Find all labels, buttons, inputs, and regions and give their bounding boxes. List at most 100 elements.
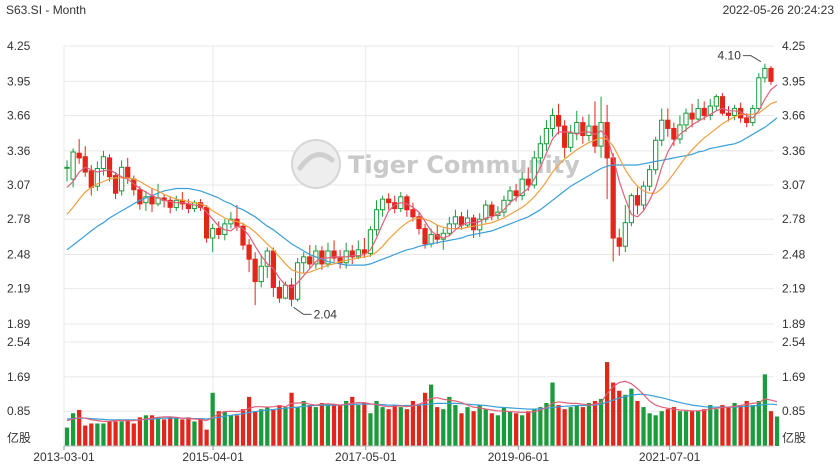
candle	[604, 104, 610, 200]
candle	[719, 93, 726, 116]
candle	[112, 172, 119, 200]
candle	[574, 110, 580, 141]
candle	[288, 278, 295, 307]
candle-body	[64, 166, 70, 169]
candle-body	[719, 96, 726, 114]
candle-body	[361, 249, 368, 254]
price-tick-right: 3.66	[782, 109, 806, 123]
volume-bar	[253, 411, 258, 446]
volume-series	[64, 362, 780, 446]
candle-body	[483, 204, 489, 220]
volume-axis-right: 2.54 1.69 0.85 亿股	[782, 335, 806, 445]
volume-bar	[550, 382, 555, 446]
volume-bar	[702, 409, 707, 446]
candle-body	[367, 229, 374, 254]
candle	[270, 247, 276, 297]
candle-body	[562, 125, 568, 148]
candle-body	[252, 258, 258, 283]
x-tick-label: 2019-06-01	[488, 450, 550, 464]
volume-bar	[653, 415, 658, 446]
timestamp: 2022-05-26 20:24:23	[722, 3, 834, 17]
price-tick-left: 3.07	[7, 178, 31, 192]
candle-body	[555, 115, 562, 127]
candle	[458, 212, 465, 230]
price-tick-left: 2.48	[7, 248, 31, 262]
candle-body	[519, 178, 525, 197]
volume-bar	[556, 405, 561, 446]
volume-moving-average-lines	[66, 380, 778, 422]
volume-bar	[617, 390, 622, 446]
volume-tick-left: 0.85	[7, 404, 31, 418]
candle-body	[640, 185, 647, 206]
candle	[422, 223, 428, 249]
candle	[367, 226, 374, 257]
candlestick-series	[64, 63, 774, 307]
volume-bar	[137, 417, 142, 446]
grid-lines	[63, 45, 774, 446]
candle	[295, 258, 301, 302]
candle	[404, 194, 410, 217]
candle-body	[659, 119, 665, 141]
candle-body	[307, 256, 313, 265]
price-tick-left: 2.78	[7, 212, 31, 226]
candle-body	[410, 209, 416, 218]
volume-bar	[404, 409, 409, 446]
price-tick-left: 3.66	[7, 109, 31, 123]
candle-body	[173, 199, 179, 208]
candle-body	[695, 107, 701, 120]
candle	[106, 154, 113, 182]
volume-bar	[77, 409, 82, 446]
candle	[689, 103, 695, 128]
volume-bar	[186, 417, 191, 446]
candle	[331, 240, 337, 262]
volume-bar	[726, 407, 731, 446]
candle	[143, 190, 149, 211]
candle-body	[689, 112, 695, 120]
volume-bar	[356, 405, 361, 446]
volume-bar	[744, 400, 749, 446]
volume-bar	[337, 405, 343, 446]
candle-body	[386, 198, 392, 204]
candle	[464, 209, 471, 228]
candle-body	[228, 218, 234, 225]
candle-body	[331, 250, 337, 259]
volume-bar	[174, 417, 179, 446]
volume-bar	[319, 403, 325, 446]
candle-body	[216, 228, 222, 235]
chart-title: S63.SI - Month	[6, 3, 87, 17]
volume-bar	[750, 405, 755, 446]
candle	[598, 96, 604, 158]
candle	[94, 161, 100, 191]
candle-body	[422, 228, 428, 245]
volume-bar	[350, 396, 355, 446]
candle	[325, 242, 331, 268]
volume-tick-right: 2.54	[782, 335, 806, 349]
price-tick-right: 3.36	[782, 144, 806, 158]
ma-slow-line	[66, 117, 778, 266]
candle-body	[489, 204, 495, 217]
volume-bar	[568, 407, 573, 446]
volume-bar	[162, 419, 167, 446]
volume-bar	[374, 400, 379, 446]
candle	[531, 150, 537, 189]
volume-bar	[313, 407, 318, 446]
candle-body	[112, 175, 119, 194]
candle	[731, 104, 738, 121]
volume-bar	[689, 411, 695, 446]
volume-bar	[738, 405, 743, 446]
candle	[216, 221, 222, 240]
candle	[483, 200, 489, 223]
candle	[555, 103, 562, 135]
volume-bar	[714, 409, 719, 446]
candle-body	[744, 117, 750, 124]
candle	[610, 153, 616, 262]
volume-bar	[392, 405, 397, 446]
volume-bar	[259, 409, 264, 446]
candle	[646, 164, 653, 191]
volume-bar	[222, 411, 227, 446]
candle-body	[167, 199, 173, 208]
candle-body	[416, 216, 422, 230]
volume-bar	[483, 409, 488, 446]
volume-bar	[168, 417, 173, 446]
x-tick-label: 2021-07-01	[639, 450, 701, 464]
